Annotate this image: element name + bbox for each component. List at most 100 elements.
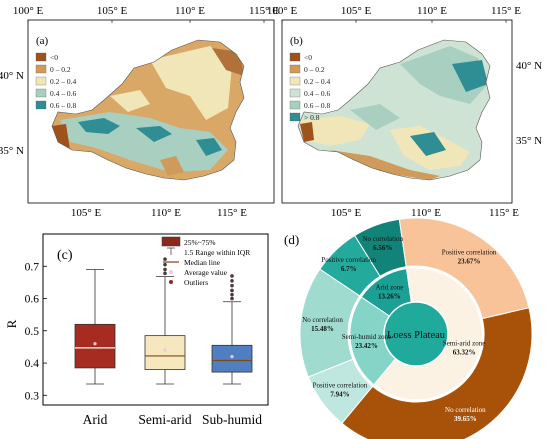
map-legend-swatch [289, 52, 301, 62]
map-b-outline [297, 39, 491, 181]
map-x-tick-top: 105° E [341, 5, 372, 17]
map-x-tick-top: 115° E [491, 5, 521, 17]
map-x-tick-bottom: 110° E [151, 207, 181, 219]
pie-panel-d: (d) Loess Plateau Positive correlation6.… [284, 217, 533, 439]
boxplot-outlier-point [163, 267, 167, 272]
boxplot-outlier-point [163, 271, 167, 276]
boxplot-outlier-point [230, 278, 234, 283]
map-legend-label: 0.4 – 0.6 [50, 89, 77, 98]
map-legend-swatch [35, 88, 47, 98]
map-legend-swatch [35, 100, 47, 110]
boxplot-frame [42, 233, 269, 406]
pie-outer-label: No correlation [302, 316, 343, 324]
map-legend-label: 0.2 – 0.4 [304, 77, 331, 86]
map-x-tick-bottom: 110° E [411, 207, 441, 219]
map-y-tick: 40° N [0, 70, 24, 82]
map-x-tick-bottom: 115° E [217, 207, 247, 219]
boxplot-legend-outlier-key [169, 280, 173, 284]
pie-inner-label: Arid zone [376, 284, 404, 292]
map-legend-label: 0 – 0.2 [50, 65, 71, 74]
pie-inner-label: Semi-humid zone [342, 333, 392, 341]
pie-outer-slice [299, 268, 361, 378]
pie-outer-slice [341, 307, 533, 439]
map-legend-swatch [289, 100, 301, 110]
map-legend-label: <0 [50, 53, 58, 62]
boxplot-panel-c: (c) R 0.3 0.4 0.5 0.6 0.7 Arid Semi-arid Sub-h… [4, 233, 269, 427]
pie-outer-slice [398, 217, 530, 320]
boxplot-legend-box-key [161, 236, 181, 247]
boxplot-y-tick-label: 0.7 [25, 261, 40, 273]
boxplot-legend-label: Median line [184, 258, 221, 267]
boxplot-y-axis-label: R [4, 319, 19, 328]
boxplot-panel-label: (c) [57, 248, 73, 263]
boxplot-outlier-point [230, 292, 234, 297]
pie-inner-pct: 23.42% [355, 342, 378, 350]
map-legend-label: <0 [304, 53, 312, 62]
map-x-tick-top: 100° E [267, 5, 298, 17]
pie-outer-label: Positive correlation [313, 381, 368, 389]
map-x-tick-bottom: 115° E [489, 207, 519, 219]
pie-outer-label: No correlation [362, 235, 403, 243]
pie-outer-pct: 6.56% [373, 244, 392, 252]
map-legend-swatch [35, 52, 47, 62]
boxplot-x-category-label: Sub-humid [202, 412, 262, 427]
boxplot-box [74, 323, 116, 369]
boxplot-box [144, 335, 186, 370]
boxplot-y-tick-label: 0.5 [25, 326, 40, 338]
map-b-panel-label: (b) [290, 35, 303, 47]
boxplot-outlier-point [230, 283, 234, 288]
pie-outer-pct: 15.48% [311, 325, 334, 333]
pie-panel-label: (d) [284, 232, 299, 247]
map-legend-label: 0.4 – 0.6 [304, 89, 331, 98]
map-legend-label: 0.2 – 0.4 [50, 77, 77, 86]
boxplot-legend-label: 25%~75% [184, 238, 216, 247]
pie-inner-pct: 63.32% [453, 349, 476, 357]
pie-center-label: Loess Plateau [387, 330, 446, 341]
map-a-legend: <0 0 – 0.2 0.2 – 0.4 0.4 – 0.6 0.6 – 0.8 [35, 52, 77, 110]
pie-outer-pct: 6.7% [341, 265, 357, 273]
boxplot-x-category-label: Semi-arid [138, 412, 191, 427]
boxplot-mean-point [163, 348, 167, 352]
map-legend-swatch [289, 88, 301, 98]
map-x-tick-top: 105° E [97, 5, 128, 17]
pie-outer-pct: 23.67% [458, 257, 481, 265]
boxplot-mean-point [230, 355, 234, 359]
pie-marks [299, 217, 533, 439]
pie-inner-label: Semi-arid zone [443, 340, 486, 348]
pie-inner-pct: 13.26% [378, 293, 401, 301]
boxplot-legend-label: 1.5 Range within IQR [184, 248, 250, 257]
boxplot-axes: 0.3 0.4 0.5 0.6 0.7 [25, 261, 47, 402]
map-legend-label: > 0.8 [304, 113, 320, 122]
map-legend-swatch [289, 64, 301, 74]
boxplot-legend-mean-key [169, 270, 173, 274]
map-a-panel-label: (a) [36, 35, 49, 47]
boxplot-legend-label: Outliers [184, 278, 208, 287]
map-b-ticks: 100° E 105° E 110° E 115° E 105° E 110° E 115°… [267, 5, 542, 219]
map-legend-label: 0.6 – 0.8 [50, 101, 77, 110]
boxplot-outlier-point [230, 274, 234, 278]
boxplot-y-tick-label: 0.4 [25, 358, 40, 370]
pie-center-disk [383, 301, 449, 367]
map-x-tick-top: 110° E [417, 5, 447, 17]
boxplot-y-tick-label: 0.6 [25, 294, 40, 306]
boxplot-y-tick-label: 0.3 [25, 390, 40, 402]
boxplot-marks: Arid Semi-arid Sub-humid [74, 257, 262, 427]
boxplot-box [211, 344, 253, 373]
map-legend-label: 0 – 0.2 [304, 65, 325, 74]
map-x-tick-bottom: 105° E [331, 207, 362, 219]
boxplot-x-category-label: Arid [83, 412, 108, 427]
boxplot-outlier-point [230, 296, 234, 301]
map-legend-label: 0.6 – 0.8 [304, 101, 331, 110]
boxplot-outlier-point [230, 288, 234, 293]
map-panel-b: (b) <0 0 – 0.2 0.2 – 0.4 0.4 – 0.6 0.6 – 0.8… [267, 5, 542, 219]
pie-outer-pct: 7.94% [330, 390, 349, 398]
pie-outer-pct: 39.65% [454, 415, 477, 423]
map-y-tick: 40° N [516, 60, 542, 72]
pie-outer-label: Positive correlation [321, 256, 376, 264]
boxplot-mean-point [93, 342, 97, 346]
map-x-tick-top: 100° E [13, 5, 44, 17]
map-legend-swatch [289, 112, 301, 122]
